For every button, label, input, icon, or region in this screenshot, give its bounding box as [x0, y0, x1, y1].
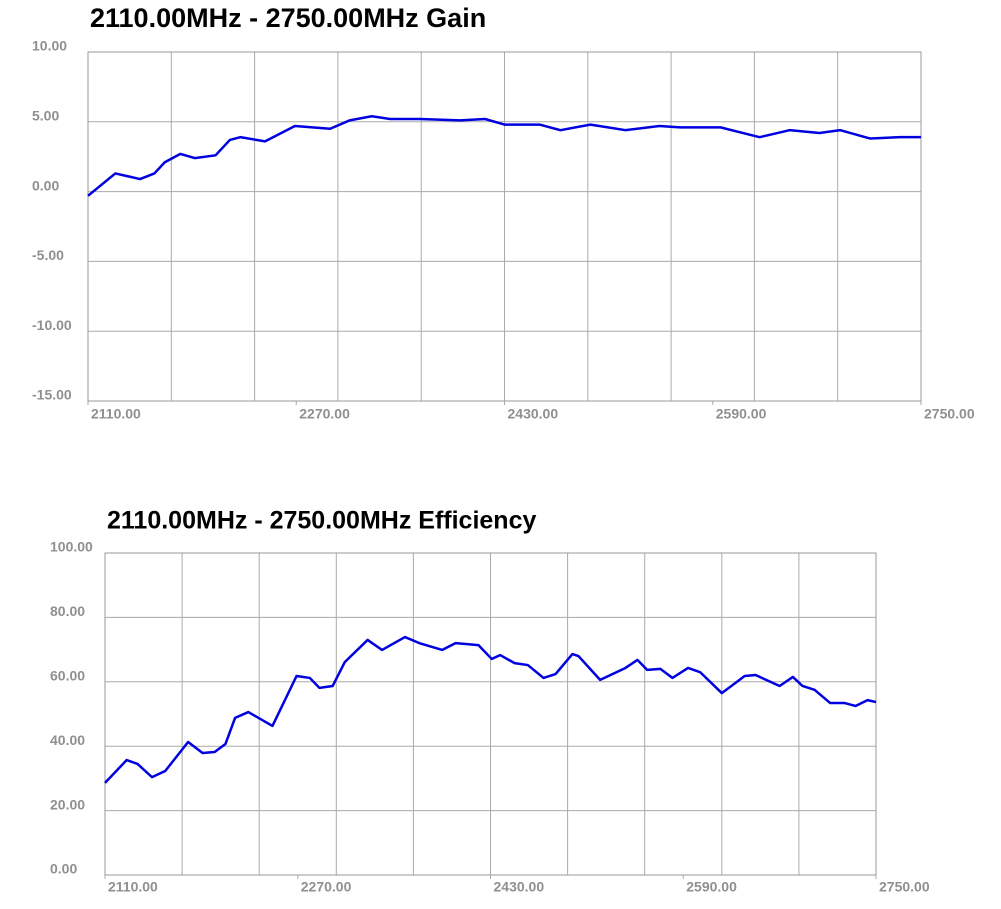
y-tick-label: 10.00	[32, 38, 67, 54]
line-series	[87, 114, 921, 197]
y-tick-label: 60.00	[50, 668, 85, 684]
x-tick-label: 2270.00	[301, 879, 352, 895]
plot-frame	[87, 51, 922, 402]
y-tick-label: 0.00	[50, 861, 77, 877]
x-tick-label: 2590.00	[716, 406, 767, 422]
x-tick-label: 2270.00	[299, 406, 350, 422]
x-tick-label: 2110.00	[108, 879, 158, 895]
x-tick-label: 2110.00	[91, 406, 141, 422]
chart-title: 2110.00MHz - 2750.00MHz Efficiency	[107, 507, 536, 535]
y-tick-label: 40.00	[50, 732, 85, 748]
y-tick-label: 20.00	[50, 796, 85, 812]
x-tick-label: 2750.00	[879, 879, 930, 895]
plot-frame	[104, 552, 877, 876]
x-tick-label: 2590.00	[686, 879, 737, 895]
y-tick-label: 0.00	[32, 177, 59, 193]
x-tick-label: 2430.00	[494, 879, 545, 895]
y-tick-label: -5.00	[32, 247, 64, 263]
y-tick-label: 100.00	[50, 539, 93, 555]
y-tick-label: -10.00	[32, 317, 72, 333]
line-series	[104, 635, 877, 784]
chart-title: 2110.00MHz - 2750.00MHz Gain	[90, 3, 486, 33]
y-tick-label: 5.00	[32, 108, 59, 124]
x-tick-label: 2430.00	[508, 406, 559, 422]
y-tick-label: 80.00	[50, 603, 85, 619]
y-tick-label: -15.00	[32, 387, 72, 403]
x-tick-label: 2750.00	[924, 406, 975, 422]
